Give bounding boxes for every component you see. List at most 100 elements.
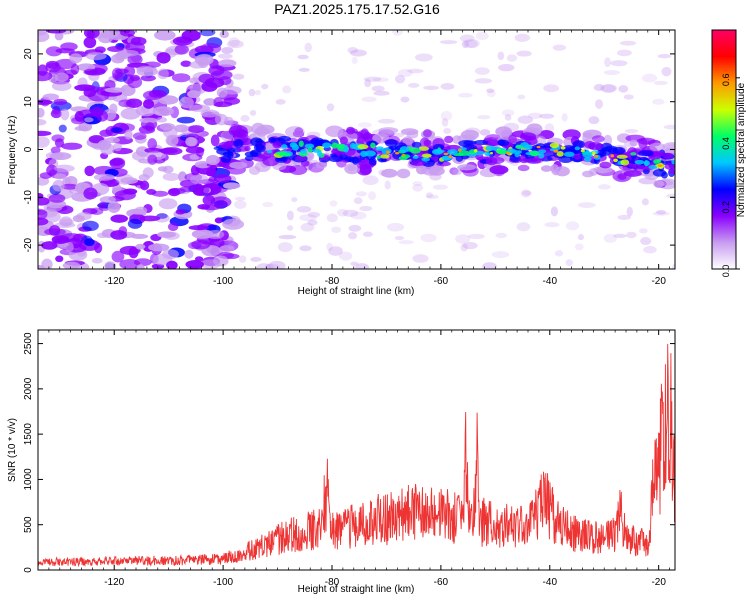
heatmap-cell bbox=[515, 145, 524, 150]
heatmap-cell bbox=[613, 233, 627, 239]
heatmap-cell bbox=[412, 181, 423, 187]
heatmap-cell bbox=[656, 179, 674, 186]
heatmap-cell bbox=[661, 66, 672, 77]
heatmap-cell bbox=[584, 140, 596, 149]
heatmap-cell bbox=[223, 86, 242, 95]
heatmap-cell bbox=[104, 261, 117, 269]
heatmap-cell bbox=[268, 260, 286, 269]
heatmap-cell bbox=[617, 214, 632, 220]
heatmap-cell bbox=[218, 76, 232, 86]
heatmap-cell bbox=[120, 108, 141, 120]
heatmap-cell bbox=[357, 144, 369, 150]
heatmap-cell bbox=[355, 191, 368, 197]
heatmap-cell bbox=[458, 92, 473, 98]
heatmap-cell bbox=[610, 154, 615, 158]
heatmap-cell bbox=[157, 68, 169, 80]
heatmap-cell bbox=[147, 154, 158, 165]
heatmap-cell bbox=[90, 207, 104, 215]
heatmap-cell bbox=[643, 246, 657, 254]
heatmap-cell bbox=[119, 245, 141, 255]
heatmap-cell bbox=[83, 36, 97, 49]
heatmap-cell bbox=[371, 85, 385, 92]
heatmap-cell bbox=[364, 79, 372, 88]
heatmap-cell bbox=[484, 151, 491, 156]
heatmap-cell bbox=[421, 157, 431, 162]
heatmap-cell bbox=[154, 213, 170, 223]
heatmap-cell bbox=[60, 183, 79, 190]
heatmap-cell bbox=[423, 139, 432, 147]
heatmap-cell bbox=[672, 263, 675, 269]
heatmap-cell bbox=[228, 125, 248, 137]
heatmap-cell bbox=[538, 152, 545, 159]
heatmap-cell bbox=[120, 30, 136, 37]
heatmap-cell bbox=[60, 233, 82, 241]
heatmap-cell bbox=[187, 137, 198, 147]
heatmap-cell bbox=[218, 59, 237, 68]
heatmap-cell bbox=[452, 168, 463, 176]
heatmap-cell bbox=[299, 214, 317, 222]
heatmap-cell bbox=[447, 149, 458, 155]
heatmap-cell bbox=[630, 152, 637, 156]
heatmap-cell bbox=[110, 127, 123, 134]
heatmap-cell bbox=[414, 53, 433, 62]
snr-x-label: Height of straight line (km) bbox=[298, 584, 415, 595]
heatmap-cell bbox=[143, 99, 155, 109]
heatmap-cell bbox=[38, 130, 52, 137]
heatmap-cell bbox=[184, 249, 194, 259]
snr-y-tick-label: 2000 bbox=[23, 377, 34, 400]
heatmap-cell bbox=[91, 257, 103, 264]
heatmap-cell bbox=[249, 109, 257, 116]
heatmap-cell bbox=[520, 189, 531, 198]
heatmap-cell bbox=[70, 63, 80, 75]
snr-frame bbox=[37, 329, 676, 571]
heatmap-cell bbox=[55, 48, 75, 54]
heatmap-cell bbox=[127, 218, 143, 229]
heatmap-cell bbox=[69, 53, 83, 64]
heatmap-cell bbox=[423, 85, 440, 91]
heatmap-cell bbox=[147, 138, 158, 151]
heatmap-cell bbox=[626, 231, 637, 239]
heatmap-cell bbox=[504, 114, 512, 121]
heatmap-cell bbox=[264, 263, 280, 269]
heatmap-cell bbox=[662, 152, 674, 159]
heatmap-cell bbox=[256, 263, 272, 269]
heatmap-cell bbox=[599, 161, 612, 169]
heatmap-cell bbox=[479, 129, 491, 136]
heatmap-cell bbox=[50, 109, 62, 119]
heatmap-cell bbox=[83, 30, 100, 39]
heatmap-cell bbox=[348, 232, 358, 240]
heatmap-cell bbox=[52, 179, 65, 192]
heatmap-cell bbox=[268, 136, 277, 143]
heatmap-cell bbox=[473, 139, 489, 146]
heatmap-cell bbox=[99, 129, 113, 137]
heatmap-cell bbox=[594, 155, 599, 158]
heatmap-cell bbox=[565, 221, 580, 231]
heatmap-cell bbox=[38, 107, 45, 118]
heatmap-cell bbox=[152, 106, 174, 117]
heatmap-cell bbox=[136, 264, 145, 269]
heatmap-cell bbox=[592, 151, 596, 155]
heatmap-cell bbox=[629, 139, 638, 147]
heatmap-cell bbox=[277, 135, 292, 142]
heatmap-cell bbox=[187, 90, 201, 99]
heatmap-cell bbox=[362, 175, 379, 186]
heatmap-cell bbox=[221, 143, 233, 150]
heatmap-cell bbox=[460, 129, 479, 141]
heatmap-cell bbox=[525, 157, 542, 164]
heatmap-cell bbox=[588, 116, 600, 125]
heatmap-cell bbox=[120, 177, 139, 185]
heatmap-cell bbox=[139, 215, 161, 222]
heatmap-cell bbox=[613, 158, 618, 163]
heatmap-cell bbox=[110, 230, 128, 240]
heatmap-cell bbox=[362, 231, 373, 237]
heatmap-cell bbox=[536, 145, 541, 149]
heatmap-cell bbox=[407, 68, 424, 74]
heatmap-cell bbox=[139, 180, 150, 191]
heatmap-cell bbox=[163, 231, 180, 240]
heatmap-cell bbox=[158, 95, 179, 105]
heatmap-cell bbox=[138, 173, 150, 181]
heatmap-cell bbox=[307, 211, 321, 218]
snr-x-tick-label: -80 bbox=[325, 577, 340, 588]
heatmap-cell bbox=[339, 136, 349, 145]
